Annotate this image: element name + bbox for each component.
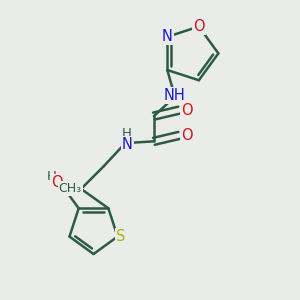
Text: S: S: [116, 229, 125, 244]
Text: O: O: [181, 103, 192, 118]
Text: N: N: [122, 137, 133, 152]
Text: NH: NH: [164, 88, 186, 103]
Text: H: H: [122, 128, 132, 140]
Text: N: N: [162, 29, 173, 44]
Text: O: O: [193, 19, 205, 34]
Text: O: O: [51, 176, 62, 190]
Text: CH₃: CH₃: [59, 182, 82, 195]
Text: H: H: [46, 170, 56, 184]
Text: O: O: [181, 128, 192, 143]
